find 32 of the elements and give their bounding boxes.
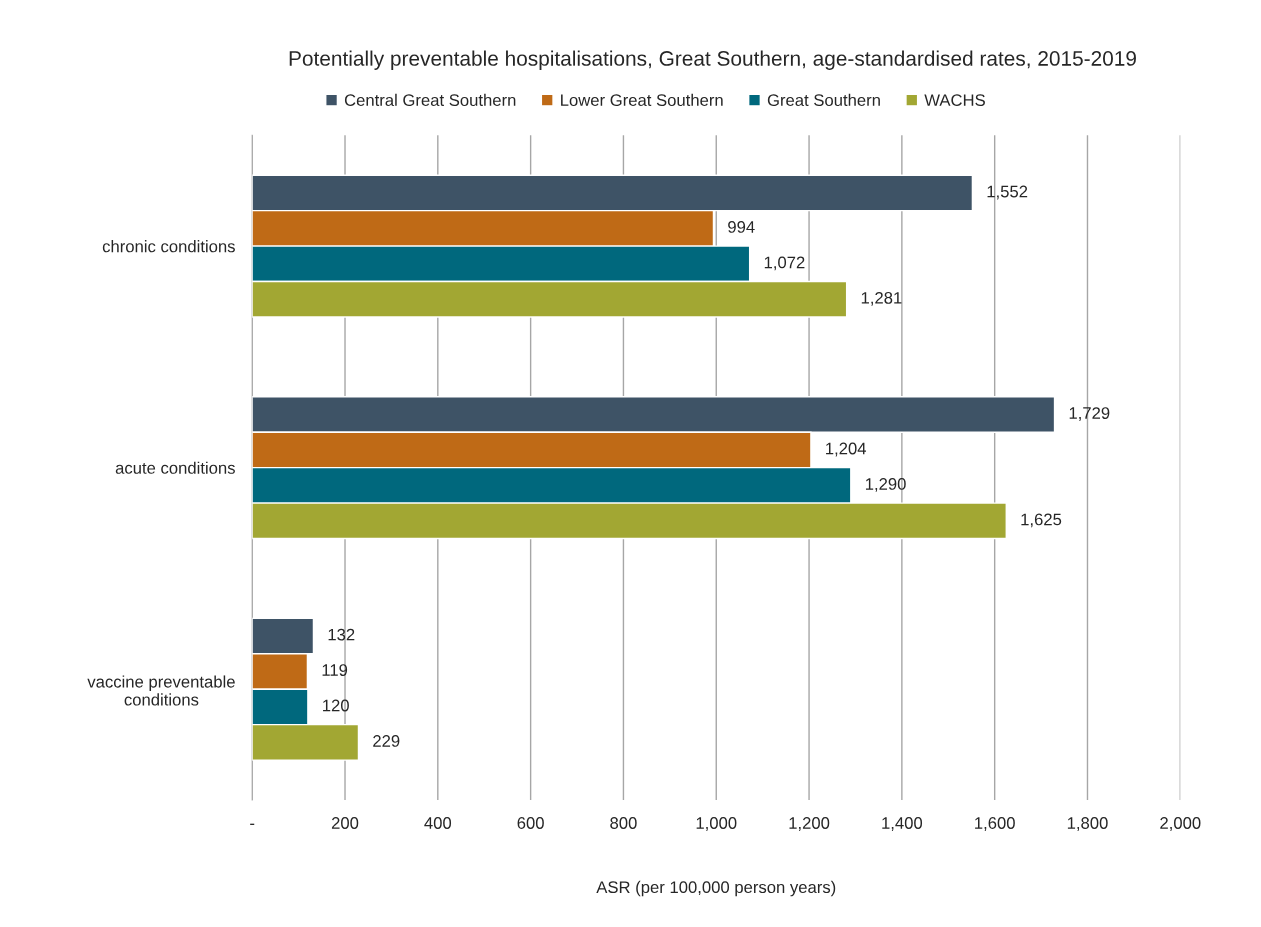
data-label: 1,281 (861, 291, 902, 306)
x-axis-title: ASR (per 100,000 person years) (596, 880, 836, 897)
data-label: 1,290 (865, 478, 906, 492)
x-tick-label: 1,400 (882, 817, 923, 831)
x-tick-label: - (250, 823, 255, 825)
data-label: 132 (328, 628, 355, 641)
legend-label: Great Southern (767, 93, 880, 107)
x-tick-label: 2,000 (1160, 817, 1201, 831)
data-label: 994 (728, 221, 755, 233)
data-label: 1,729 (1069, 407, 1110, 421)
data-label: 229 (373, 735, 400, 747)
x-tick-label: 800 (610, 817, 637, 829)
data-label: 120 (323, 699, 349, 712)
y-tick-label: vaccine preventable conditions (87, 675, 235, 706)
x-tick-label: 1,000 (696, 817, 737, 831)
x-tick-label: 1,800 (1067, 817, 1108, 831)
x-tick-label: 400 (424, 817, 452, 829)
data-label: 119 (322, 664, 348, 676)
x-tick-label: 600 (517, 817, 544, 829)
x-tick-label: 200 (331, 817, 359, 829)
data-label: 1,072 (764, 256, 805, 271)
data-label: 1,625 (1021, 513, 1062, 528)
x-tick-label: 1,200 (789, 817, 830, 831)
data-label: 1,552 (987, 185, 1028, 200)
legend-label: Central Great Southern (344, 93, 516, 107)
y-tick-label: acute conditions (115, 461, 235, 474)
x-tick-label: 1,600 (975, 817, 1015, 831)
y-tick-label: chronic conditions (102, 240, 235, 253)
legend-label: WACHS (924, 94, 985, 107)
data-label: 1,204 (826, 442, 867, 457)
legend-label: Lower Great Southern (561, 93, 723, 107)
chart-title: Potentially preventable hospitalisations, Great Southern, age-standardised rates, 2015-2019 (289, 50, 1136, 70)
